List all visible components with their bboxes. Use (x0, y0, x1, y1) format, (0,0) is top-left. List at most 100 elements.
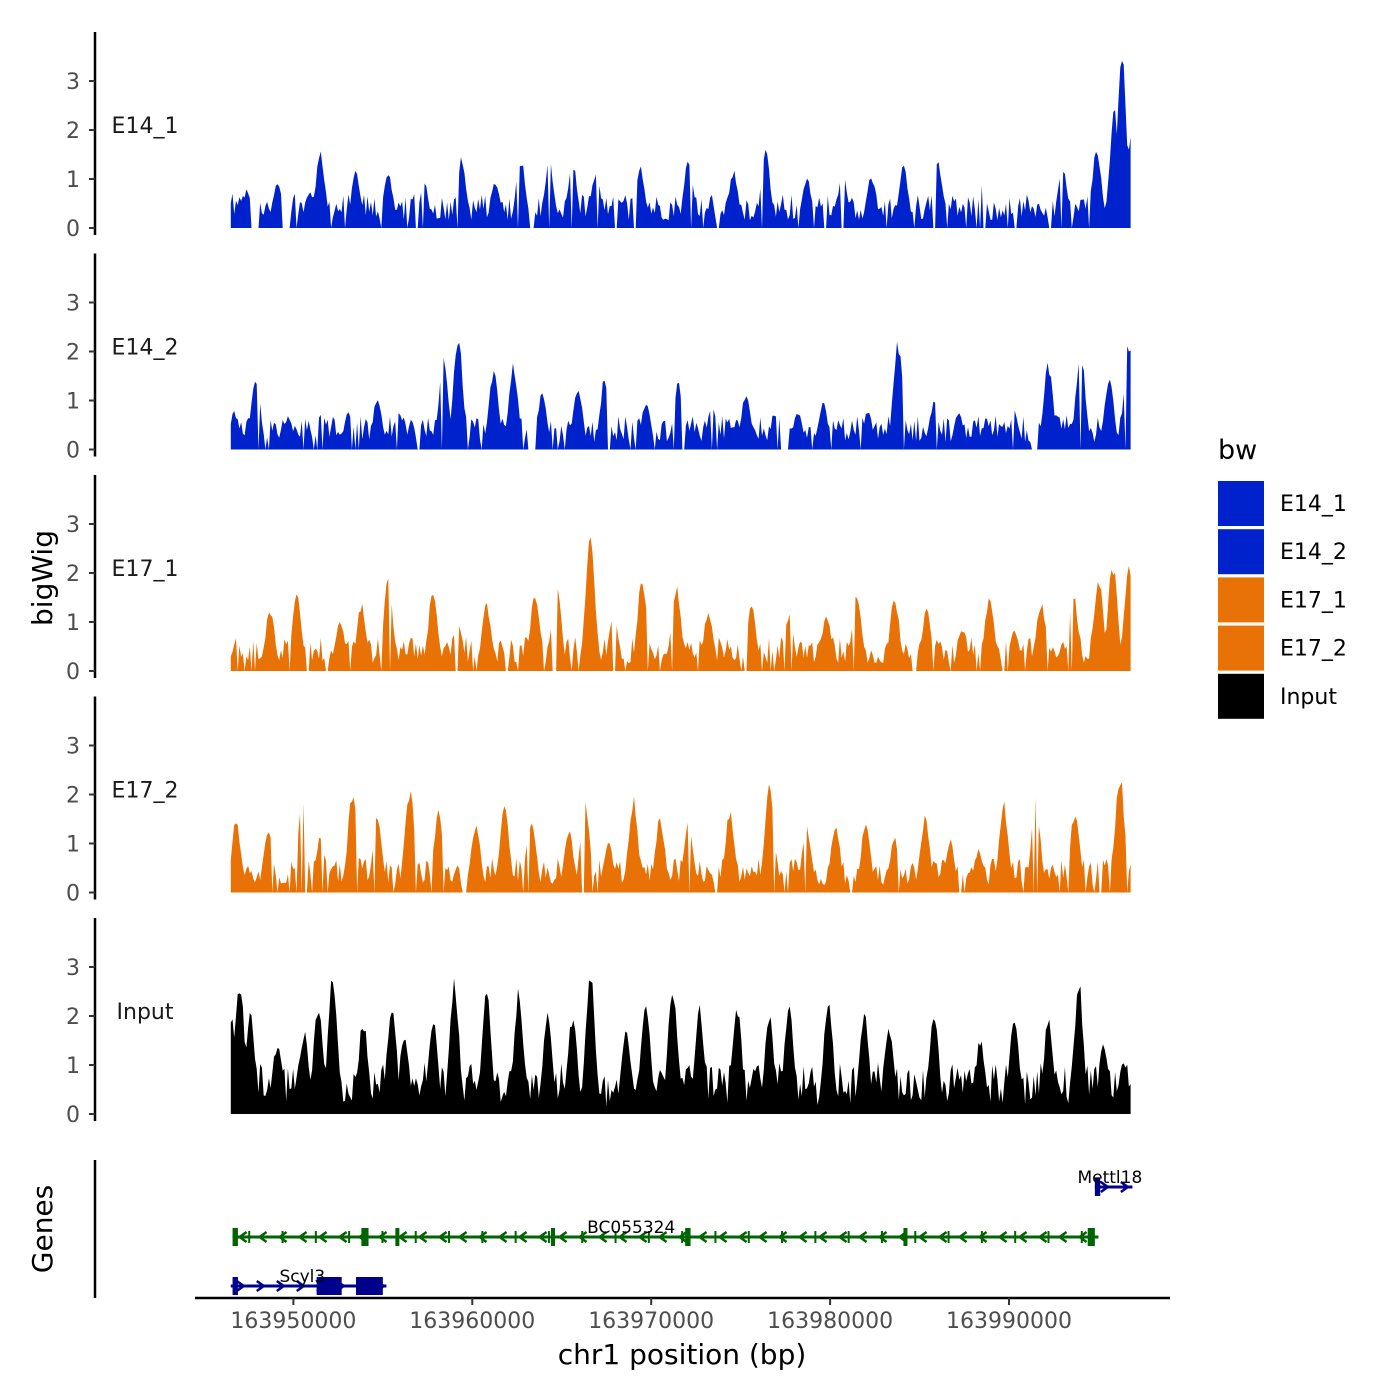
signal-area-E14_1 (230, 60, 1131, 229)
legend: bw E14_1 E14_2 E17_1 E17_2 Input (1218, 435, 1347, 719)
track-label-E14_1: E14_1 (112, 114, 179, 139)
y-tick-label: 3 (66, 956, 80, 981)
strand-arrow (297, 1230, 308, 1244)
strand-arrow (637, 1230, 648, 1244)
y-tick-label: 0 (66, 217, 80, 242)
legend-label-Input: Input (1280, 685, 1337, 710)
gene-BC055324: BC055324 (232, 1218, 1099, 1246)
exon (361, 1228, 369, 1246)
strand-arrow (256, 1279, 266, 1293)
strand-arrow (437, 1230, 448, 1244)
x-tick-label: 163960000 (409, 1309, 535, 1334)
signal-area-E14_2 (230, 341, 1131, 450)
strand-arrow (917, 1230, 928, 1244)
y-tick-label: 2 (66, 119, 80, 144)
y-tick-label: 2 (66, 1005, 80, 1030)
legend-label-E17_2: E17_2 (1280, 637, 1347, 662)
y-axis-title: bigWig (26, 530, 59, 626)
strand-arrow (957, 1230, 968, 1244)
strand-arrow (537, 1230, 548, 1244)
y-tick-label: 3 (66, 513, 80, 538)
strand-arrow (977, 1230, 988, 1244)
y-tick-label: 2 (66, 784, 80, 809)
x-tick-label: 163950000 (230, 1309, 356, 1334)
legend-label-E14_2: E14_2 (1280, 540, 1347, 565)
signal-area-E17_1 (230, 537, 1131, 671)
strand-arrow (937, 1230, 948, 1244)
strand-arrow (737, 1230, 748, 1244)
legend-key-E14_2 (1218, 529, 1264, 575)
strand-arrow (657, 1230, 668, 1244)
x-tick-label: 163980000 (767, 1309, 893, 1334)
y-tick-label: 2 (66, 341, 80, 366)
exon (685, 1228, 691, 1246)
exon (232, 1277, 238, 1295)
panel-Input: 0 1 2 3 Input (66, 918, 1131, 1128)
y-tick-label: 1 (66, 168, 80, 193)
legend-label-E17_1: E17_1 (1280, 588, 1347, 613)
strand-arrow (1037, 1230, 1048, 1244)
strand-arrow (837, 1230, 848, 1244)
strand-arrow (477, 1230, 488, 1244)
gene-Mettl18: Mettl18 (1077, 1168, 1142, 1196)
strand-arrow (797, 1230, 808, 1244)
strand-arrow (557, 1230, 568, 1244)
y-tick-label: 0 (66, 439, 80, 464)
strand-arrow (577, 1230, 588, 1244)
strand-arrow (397, 1230, 408, 1244)
y-tick-label: 0 (66, 660, 80, 685)
strand-arrow (497, 1230, 508, 1244)
strand-arrow (1120, 1180, 1131, 1194)
y-tick-label: 1 (66, 611, 80, 636)
gene-label-BC055324: BC055324 (587, 1218, 675, 1238)
legend-key-Input (1218, 673, 1264, 719)
gene-track: Mettl18 BC055324 Scyl3 (93, 1160, 1142, 1298)
strand-arrow (597, 1230, 608, 1244)
legend-key-E17_2 (1218, 625, 1264, 671)
panel-E14_1: 0 1 2 3 E14_1 (66, 32, 1131, 242)
exon (395, 1228, 400, 1246)
legend-key-E14_1 (1218, 481, 1264, 526)
strand-arrow (337, 1230, 348, 1244)
panel-E14_2: 0 1 2 3 E14_2 (66, 253, 1131, 464)
gene-label-Scyl3: Scyl3 (279, 1267, 325, 1287)
strand-arrow (1057, 1230, 1068, 1244)
x-tick-label: 163970000 (588, 1309, 714, 1334)
strand-arrow (237, 1230, 248, 1244)
y-tick-label: 3 (66, 735, 80, 760)
strand-arrow (777, 1230, 788, 1244)
x-tick-label: 163990000 (946, 1309, 1072, 1334)
x-axis-title: chr1 position (bp) (558, 1338, 807, 1371)
y-tick-label: 0 (66, 882, 80, 907)
y-tick-label: 1 (66, 1054, 80, 1079)
strand-arrow (317, 1230, 328, 1244)
strand-arrow (817, 1230, 828, 1244)
track-label-E17_2: E17_2 (112, 779, 179, 804)
strand-arrow (1100, 1180, 1111, 1194)
strand-arrow (697, 1230, 708, 1244)
legend-label-E14_1: E14_1 (1280, 492, 1347, 517)
exon (232, 1228, 238, 1246)
y-tick-label: 1 (66, 833, 80, 858)
strand-arrow (617, 1230, 628, 1244)
gene-label-Mettl18: Mettl18 (1077, 1168, 1142, 1188)
signal-panels: 0 1 2 3 E14_1 0 1 2 3 E14_2 0 1 2 3 E17_1 0 1 2 3 E17_2 0 1 2 3… (66, 32, 1131, 1128)
gene-track-title: Genes (26, 1185, 59, 1273)
legend-title: bw (1218, 435, 1257, 466)
strand-arrow (1077, 1230, 1088, 1244)
exon (316, 1277, 342, 1295)
strand-arrow (717, 1230, 728, 1244)
signal-area-E17_2 (230, 782, 1131, 893)
exon (1087, 1228, 1095, 1246)
y-tick-label: 2 (66, 562, 80, 587)
x-axis: 163950000 163960000 163970000 163980000 1639… (195, 1296, 1170, 1334)
strand-arrow (417, 1230, 428, 1244)
strand-arrow (296, 1279, 306, 1293)
y-tick-label: 0 (66, 1103, 80, 1128)
panel-E17_2: 0 1 2 3 E17_2 (66, 696, 1131, 907)
track-label-Input: Input (117, 1000, 174, 1025)
track-label-E14_2: E14_2 (112, 336, 179, 361)
panel-E17_1: 0 1 2 3 E17_1 (66, 475, 1131, 685)
gene-Scyl3: Scyl3 (230, 1267, 387, 1295)
